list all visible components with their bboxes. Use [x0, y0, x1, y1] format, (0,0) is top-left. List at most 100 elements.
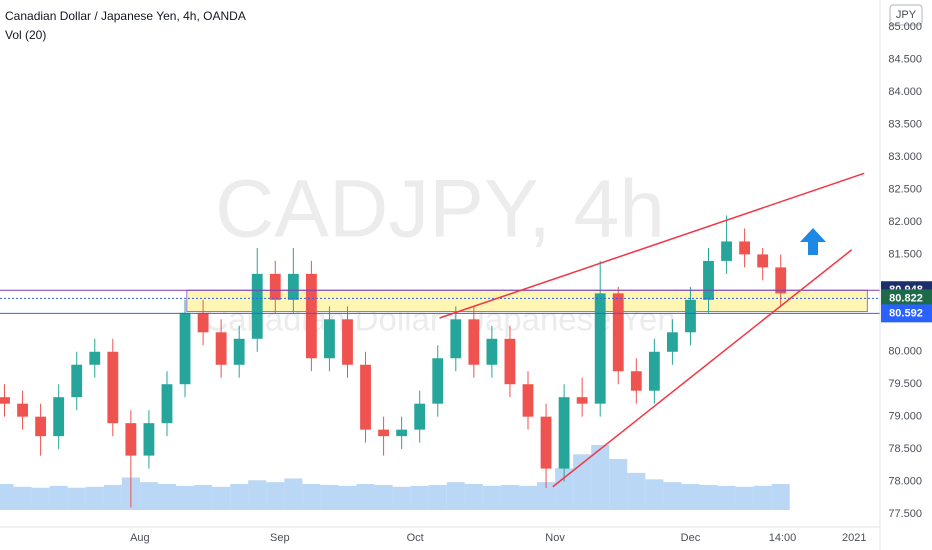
x-tick-label: 14:00 — [769, 532, 797, 544]
candle-body — [35, 416, 47, 437]
volume-bar — [753, 485, 772, 510]
candle-body — [233, 338, 245, 365]
trendline — [439, 172, 865, 319]
volume-bar — [699, 484, 718, 510]
candle-body — [522, 384, 534, 417]
volume-bar — [139, 482, 158, 510]
volume-bar — [0, 484, 14, 510]
x-tick-label: Dec — [681, 532, 701, 544]
volume-bar — [609, 458, 628, 510]
candle-body — [450, 319, 462, 359]
x-tick-label: Sep — [270, 532, 290, 544]
volume-label: Vol (20) — [5, 28, 46, 42]
volume-bar — [735, 486, 754, 510]
candle-body — [486, 338, 498, 365]
candle-body — [648, 351, 660, 391]
candle-body — [197, 312, 209, 333]
volume-bar — [518, 485, 538, 510]
level-label: 80.822 — [889, 292, 923, 304]
y-tick-label: 78.000 — [888, 475, 922, 487]
candle-body — [89, 351, 101, 365]
volume-bar — [248, 480, 267, 510]
volume-bar — [573, 454, 592, 510]
candle-body — [269, 273, 281, 300]
y-tick-label: 81.500 — [888, 248, 922, 260]
volume-bar — [500, 484, 519, 510]
candle-body — [215, 332, 227, 365]
volume-bar — [338, 485, 357, 510]
currency-box[interactable] — [889, 4, 923, 26]
x-tick-label: Nov — [545, 532, 565, 544]
volume-bar — [320, 484, 339, 510]
volume-bar — [627, 472, 646, 510]
watermark: CADJPY, 4h — [215, 164, 665, 255]
candle-body — [342, 319, 353, 365]
candle-body — [468, 319, 480, 365]
candle-body — [504, 338, 516, 385]
candle-body — [576, 397, 588, 404]
volume-bar — [194, 484, 213, 510]
volume-bar — [266, 482, 285, 510]
candle-body — [612, 293, 624, 372]
x-tick-label: Aug — [130, 532, 150, 544]
y-tick-label: 78.500 — [888, 443, 922, 455]
volume-bar — [230, 484, 249, 510]
candle-body — [540, 416, 552, 469]
chart-title: Canadian Dollar / Japanese Yen, 4h, OAND… — [5, 9, 246, 23]
volume-bar — [410, 485, 429, 510]
volume-bar — [555, 468, 574, 510]
volume-bar — [13, 486, 32, 510]
candle-body — [396, 429, 408, 437]
candle-body — [125, 423, 137, 456]
volume-bar — [374, 484, 393, 510]
volume-bar — [49, 485, 68, 510]
volume-bar — [482, 485, 501, 510]
candle-body — [666, 332, 678, 352]
volume-bar — [212, 486, 231, 510]
candle-body — [414, 403, 426, 430]
volume-bar — [85, 486, 104, 510]
y-tick-label: 84.500 — [888, 54, 922, 66]
y-tick-label: 85.000 — [888, 21, 922, 33]
candle-body — [179, 312, 191, 385]
level-label: 80.592 — [889, 307, 923, 319]
volume-bar — [464, 484, 483, 510]
candle-body — [161, 384, 173, 424]
candle-body — [630, 371, 642, 391]
y-tick-label: 80.000 — [888, 346, 922, 358]
candle-body — [558, 397, 570, 469]
x-tick-label: 2021 — [842, 532, 866, 544]
plot-area — [0, 172, 880, 510]
candle-body — [251, 273, 263, 339]
level-label-box — [881, 289, 932, 308]
candle-body — [703, 260, 714, 300]
level-label-box — [881, 304, 932, 323]
volume-bar — [446, 482, 465, 510]
volume-bar — [356, 484, 375, 510]
candle-body — [0, 397, 10, 404]
y-tick-label: 83.000 — [888, 151, 922, 163]
candle-body — [53, 397, 65, 437]
y-tick-label: 77.500 — [888, 508, 922, 520]
volume-bar — [176, 485, 195, 510]
volume-bar — [31, 487, 50, 510]
volume-bar — [103, 484, 122, 510]
up-arrow — [800, 228, 826, 255]
currency[interactable]: JPY — [896, 9, 917, 21]
candle-body — [432, 358, 444, 404]
y-tick-label: 82.500 — [888, 183, 922, 195]
candle-body — [107, 351, 119, 424]
y-tick-label: 82.000 — [888, 216, 922, 228]
candle-body — [739, 241, 751, 255]
volume-bar — [284, 478, 303, 510]
candle-body — [775, 267, 787, 294]
volume-bar — [771, 484, 790, 510]
candle-body — [17, 403, 28, 417]
volume-bar — [67, 487, 86, 510]
candle-body — [324, 319, 335, 359]
y-tick-label: 83.500 — [888, 119, 922, 131]
candle-body — [721, 241, 732, 261]
y-tick-label: 79.000 — [888, 411, 922, 423]
